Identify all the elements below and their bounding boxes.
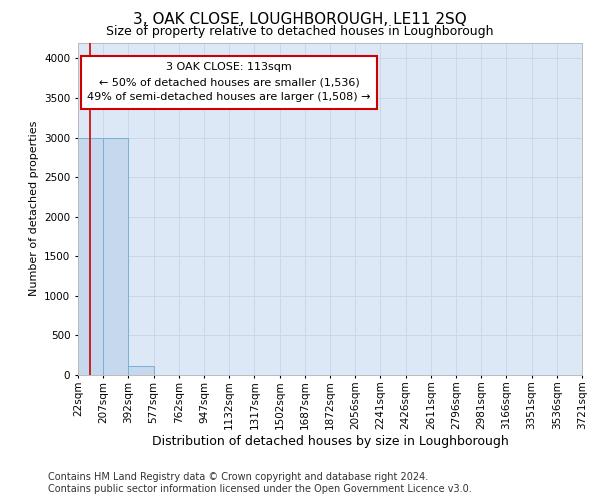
Y-axis label: Number of detached properties: Number of detached properties <box>29 121 38 296</box>
X-axis label: Distribution of detached houses by size in Loughborough: Distribution of detached houses by size … <box>152 435 508 448</box>
Bar <box>103 138 128 375</box>
Text: Size of property relative to detached houses in Loughborough: Size of property relative to detached ho… <box>106 25 494 38</box>
Text: 3, OAK CLOSE, LOUGHBOROUGH, LE11 2SQ: 3, OAK CLOSE, LOUGHBOROUGH, LE11 2SQ <box>133 12 467 28</box>
Text: Contains HM Land Registry data © Crown copyright and database right 2024.
Contai: Contains HM Land Registry data © Crown c… <box>48 472 472 494</box>
Bar <box>128 366 154 375</box>
Bar <box>78 138 103 375</box>
Text: 3 OAK CLOSE: 113sqm
← 50% of detached houses are smaller (1,536)
49% of semi-det: 3 OAK CLOSE: 113sqm ← 50% of detached ho… <box>87 62 371 102</box>
